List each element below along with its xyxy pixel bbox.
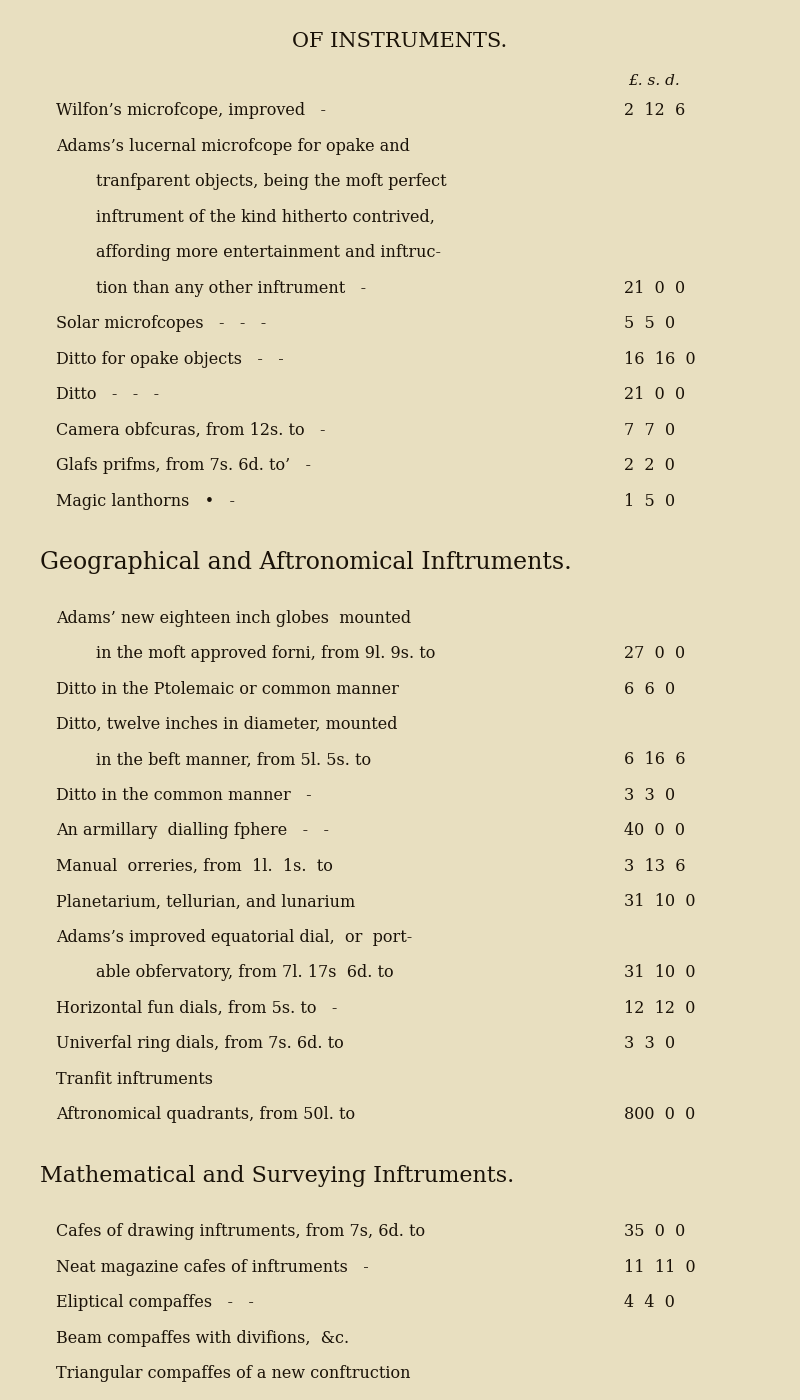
Text: tranfparent objects, being the moft perfect: tranfparent objects, being the moft perf… (96, 174, 446, 190)
Text: 12  12  0: 12 12 0 (624, 1000, 695, 1016)
Text: Manual  orreries, from  1l.  1s.  to: Manual orreries, from 1l. 1s. to (56, 858, 333, 875)
Text: 16  16  0: 16 16 0 (624, 350, 696, 368)
Text: 5  5  0: 5 5 0 (624, 315, 675, 332)
Text: affording more entertainment and inftruc-: affording more entertainment and inftruc… (96, 244, 441, 262)
Text: Eliptical compaffes   -   -: Eliptical compaffes - - (56, 1294, 254, 1312)
Text: Triangular compaffes of a new conftruction: Triangular compaffes of a new conftructi… (56, 1365, 410, 1382)
Text: 3  3  0: 3 3 0 (624, 787, 675, 804)
Text: 6  6  0: 6 6 0 (624, 680, 675, 697)
Text: Glafs prifms, from 7s. 6d. to’   -: Glafs prifms, from 7s. 6d. to’ - (56, 456, 311, 475)
Text: 31  10  0: 31 10 0 (624, 893, 695, 910)
Text: An armillary  dialling fphere   -   -: An armillary dialling fphere - - (56, 822, 329, 840)
Text: in the moft approved forni, from 9l. 9s. to: in the moft approved forni, from 9l. 9s.… (96, 645, 435, 662)
Text: Ditto in the common manner   -: Ditto in the common manner - (56, 787, 312, 804)
Text: Aftronomical quadrants, from 50l. to: Aftronomical quadrants, from 50l. to (56, 1106, 355, 1123)
Text: Mathematical and Surveying Inftruments.: Mathematical and Surveying Inftruments. (40, 1165, 514, 1187)
Text: £. s. d.: £. s. d. (628, 74, 680, 88)
Text: Ditto   -   -   -: Ditto - - - (56, 386, 159, 403)
Text: Adams’s improved equatorial dial,  or  port-: Adams’s improved equatorial dial, or por… (56, 928, 412, 946)
Text: Tranfit inftruments: Tranfit inftruments (56, 1071, 213, 1088)
Text: Neat magazine cafes of inftruments   -: Neat magazine cafes of inftruments - (56, 1259, 369, 1275)
Text: Beam compaffes with divifions,  &c.: Beam compaffes with divifions, &c. (56, 1330, 349, 1347)
Text: Ditto in the Ptolemaic or common manner: Ditto in the Ptolemaic or common manner (56, 680, 399, 697)
Text: 11  11  0: 11 11 0 (624, 1259, 696, 1275)
Text: 40  0  0: 40 0 0 (624, 822, 685, 840)
Text: Camera obfcuras, from 12s. to   -: Camera obfcuras, from 12s. to - (56, 421, 326, 438)
Text: Cafes of drawing inftruments, from 7s, 6d. to: Cafes of drawing inftruments, from 7s, 6… (56, 1224, 425, 1240)
Text: 21  0  0: 21 0 0 (624, 280, 685, 297)
Text: inftrument of the kind hitherto contrived,: inftrument of the kind hitherto contrive… (96, 209, 435, 225)
Text: in the beft manner, from 5l. 5s. to: in the beft manner, from 5l. 5s. to (96, 752, 371, 769)
Text: 800  0  0: 800 0 0 (624, 1106, 695, 1123)
Text: Adams’ new eighteen inch globes  mounted: Adams’ new eighteen inch globes mounted (56, 609, 411, 627)
Text: 6  16  6: 6 16 6 (624, 752, 686, 769)
Text: Adams’s lucernal microfcope for opake and: Adams’s lucernal microfcope for opake an… (56, 137, 410, 155)
Text: able obfervatory, from 7l. 17s  6d. to: able obfervatory, from 7l. 17s 6d. to (96, 965, 394, 981)
Text: 1  5  0: 1 5 0 (624, 493, 675, 510)
Text: 2  12  6: 2 12 6 (624, 102, 686, 119)
Text: Geographical and Aftronomical Inftruments.: Geographical and Aftronomical Inftrument… (40, 552, 572, 574)
Text: Ditto for opake objects   -   -: Ditto for opake objects - - (56, 350, 284, 368)
Text: 7  7  0: 7 7 0 (624, 421, 675, 438)
Text: 3  13  6: 3 13 6 (624, 858, 686, 875)
Text: Ditto, twelve inches in diameter, mounted: Ditto, twelve inches in diameter, mounte… (56, 715, 398, 734)
Text: 31  10  0: 31 10 0 (624, 965, 695, 981)
Text: 21  0  0: 21 0 0 (624, 386, 685, 403)
Text: 4  4  0: 4 4 0 (624, 1294, 675, 1312)
Text: OF INSTRUMENTS.: OF INSTRUMENTS. (292, 32, 508, 52)
Text: 2  2  0: 2 2 0 (624, 456, 675, 475)
Text: Horizontal fun dials, from 5s. to   -: Horizontal fun dials, from 5s. to - (56, 1000, 338, 1016)
Text: Planetarium, tellurian, and lunarium: Planetarium, tellurian, and lunarium (56, 893, 355, 910)
Text: Magic lanthorns   •   -: Magic lanthorns • - (56, 493, 235, 510)
Text: Univerfal ring dials, from 7s. 6d. to: Univerfal ring dials, from 7s. 6d. to (56, 1035, 344, 1053)
Text: 35  0  0: 35 0 0 (624, 1224, 686, 1240)
Text: Wilfon’s microfcope, improved   -: Wilfon’s microfcope, improved - (56, 102, 326, 119)
Text: Solar microfcopes   -   -   -: Solar microfcopes - - - (56, 315, 266, 332)
Text: 3  3  0: 3 3 0 (624, 1035, 675, 1053)
Text: tion than any other inftrument   -: tion than any other inftrument - (96, 280, 366, 297)
Text: 27  0  0: 27 0 0 (624, 645, 685, 662)
